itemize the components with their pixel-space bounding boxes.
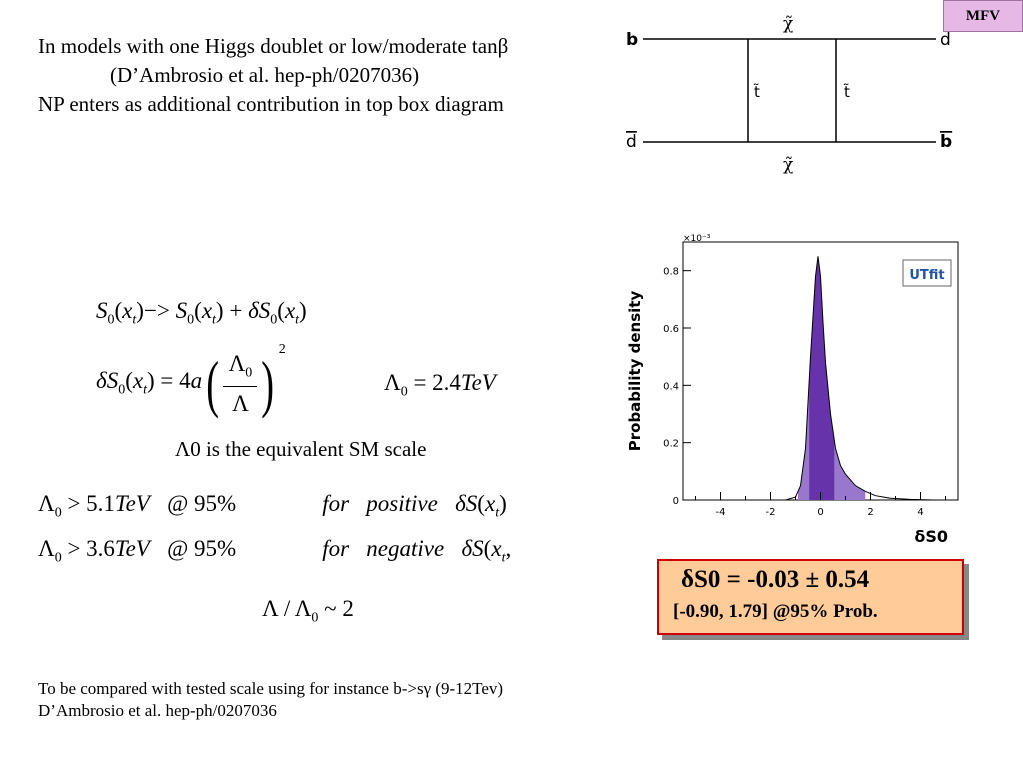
diagram-label-top-chargino: χ̃	[783, 14, 793, 34]
y-tick-label: 0.2	[663, 439, 679, 450]
footer-line-2: D’Ambrosio et al. hep-ph/0207036	[38, 701, 277, 720]
x-tick-label: 2	[867, 507, 873, 518]
equation-lambda0-value: Λ0 = 2.4TeV	[384, 370, 496, 400]
footer-note: To be compared with tested scale using f…	[38, 678, 503, 722]
diagram-label-top-right: d	[940, 30, 951, 50]
y-axis-multiplier: ×10⁻³	[683, 234, 711, 244]
diagram-label-left-stop: t̃	[753, 82, 760, 101]
x-tick-label: -4	[716, 507, 726, 518]
equation-delta-s0: δS0(xt) = 4a(Λ0 Λ) 2	[96, 342, 286, 419]
intro-text: In models with one Higgs doublet or low/…	[38, 32, 508, 119]
equation-shift: S0(xt)−> S0(xt) + δS0(xt)	[96, 298, 307, 328]
logo-text: UTfit	[909, 268, 944, 283]
lambda0-note: Λ0 is the equivalent SM scale	[175, 437, 427, 461]
result-interval: [-0.90, 1.79] @95% Prob.	[673, 601, 878, 622]
x-tick-label: 0	[817, 507, 823, 518]
diagram-label-right-stop: t̃	[843, 82, 850, 101]
probability-density-chart: -4 -2 0 2 4 0 0.2 0.4 0.6 0.8 ×10⁻³ Probability den…	[626, 234, 959, 546]
y-axis-label: Probability density	[626, 291, 644, 452]
box-diagram: b d d b χ̃ χ̃ t̃ t̃	[626, 14, 952, 175]
slide-tag: MFV	[943, 0, 1023, 32]
diagram-label-top-left: b	[626, 30, 638, 50]
equation-ratio: Λ / Λ0 ~ 2	[262, 596, 354, 626]
diagram-label-bottom-chargino: χ̃	[783, 155, 793, 175]
equation-bound-negative: Λ0 > 3.6TeV @ 95% for negative δS(xt,	[38, 536, 512, 566]
density-curve	[708, 256, 934, 501]
y-tick-label: 0.8	[663, 267, 679, 278]
band-68-percent	[809, 256, 835, 500]
x-tick-label: -2	[766, 507, 776, 518]
equation-bound-positive: Λ0 > 5.1TeV @ 95% for positive δS(xt)	[38, 491, 507, 521]
diagram-label-bottom-right: b	[940, 132, 952, 152]
utfit-logo: UTfit	[902, 259, 952, 287]
intro-line-1: In models with one Higgs doublet or low/…	[38, 34, 509, 58]
intro-line-3: NP enters as additional contribution in …	[38, 92, 504, 116]
result-box: δS0 = -0.03 ± 0.54 [-0.90, 1.79] @95% Pr…	[657, 559, 964, 635]
footer-line-1: To be compared with tested scale using f…	[38, 679, 504, 698]
intro-line-2: (D’Ambrosio et al. hep-ph/0207036)	[110, 63, 420, 87]
x-tick-label: 4	[917, 507, 923, 518]
x-axis-label: δS0	[914, 527, 948, 546]
result-value: δS0 = -0.03 ± 0.54	[681, 566, 870, 593]
y-tick-label: 0.6	[663, 324, 679, 335]
logo-frame	[902, 259, 952, 287]
diagram-label-bottom-left: d	[626, 132, 637, 152]
y-tick-label: 0.4	[663, 381, 679, 392]
y-tick-label: 0	[673, 496, 679, 507]
plot-area: -4 -2 0 2 4 0 0.2 0.4 0.6 0.8 ×10⁻³ Probability den…	[626, 234, 959, 546]
